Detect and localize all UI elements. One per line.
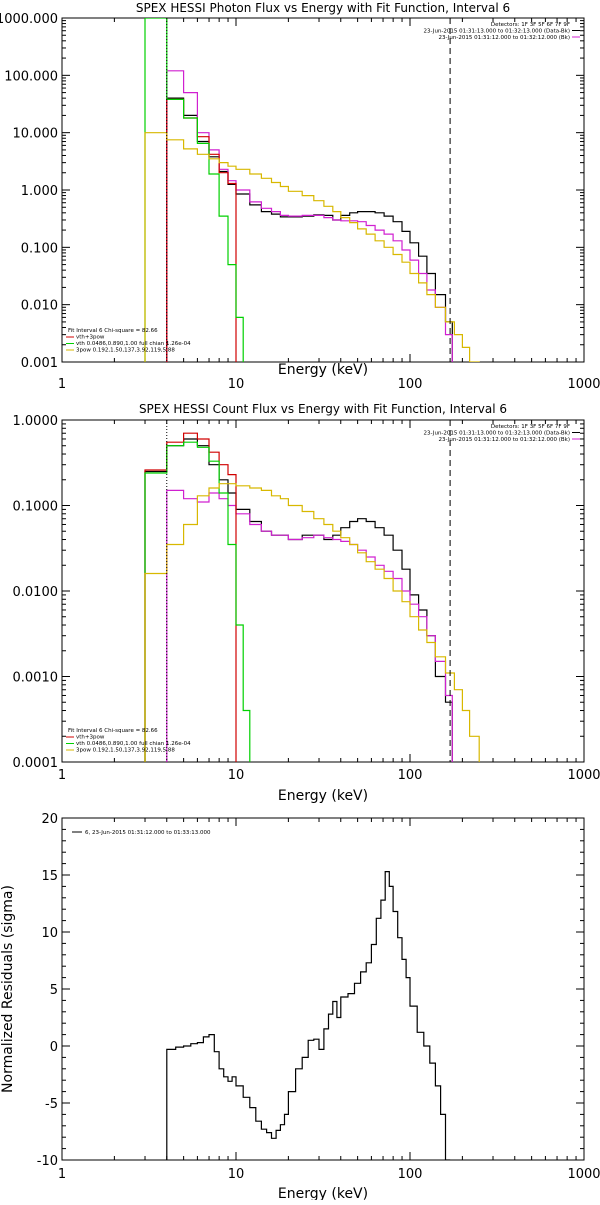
series-6-23-jun-2015-01-31-12-000-to-01-33-13-000 bbox=[167, 872, 450, 1160]
y-tick-label: 0 bbox=[50, 1040, 58, 1055]
series-23-jun-2015-01-31-12-000-to-01-32-12-000-bk- bbox=[167, 71, 453, 382]
x-tick-label: 100 bbox=[398, 1167, 423, 1182]
legend-entry: 3pow 0.192,1.50,137,3.92,119,5.88 bbox=[76, 748, 175, 754]
series-23-jun-2015-01-31-13-000-to-01-32-13-000-data-bk- bbox=[145, 439, 452, 782]
legend-entry: Detectors: 1F 3F 5F 6F 7F 9F bbox=[491, 424, 570, 430]
chart-panel-2: 1 10 100 1000 0.0001 0.0010 0.0100 0.1000 1.0000… bbox=[13, 402, 600, 804]
series-3pow bbox=[145, 133, 479, 382]
series-vth-3pow bbox=[145, 433, 236, 782]
chart-title: SPEX HESSI Count Flux vs Energy with Fit… bbox=[139, 402, 507, 416]
y-tick-label: 1.000 bbox=[21, 184, 58, 199]
y-tick-label: 1.0000 bbox=[13, 414, 59, 429]
y-tick-label: 20 bbox=[41, 812, 58, 827]
plot-area bbox=[145, 433, 479, 782]
x-tick-label: 10 bbox=[228, 377, 245, 392]
y-tick-label: 5 bbox=[50, 983, 58, 998]
chart-panel-1: 1 10 100 1000 0.001 0.010 0.100 1.000 10.000 100.… bbox=[0, 1, 600, 392]
legend-entry: 23-Jun-2015 01:31:13.000 to 01:32:13.000… bbox=[424, 29, 570, 35]
axes-frame bbox=[62, 18, 584, 362]
x-tick-label: 1 bbox=[58, 768, 66, 783]
y-tick-label: 10 bbox=[41, 926, 58, 941]
chart-title: SPEX HESSI Photon Flux vs Energy with Fi… bbox=[136, 1, 510, 15]
axes-frame bbox=[62, 420, 584, 762]
x-tick-label: 1000 bbox=[567, 1167, 600, 1182]
y-tick-label: 0.0100 bbox=[13, 585, 59, 600]
y-tick-label: -10 bbox=[37, 1154, 58, 1169]
y-tick-label: 0.010 bbox=[21, 299, 58, 314]
y-tick-label: 0.0001 bbox=[13, 756, 59, 771]
plot-area bbox=[167, 872, 450, 1160]
x-tick-label: 100 bbox=[398, 768, 423, 783]
legend-entry: 23-Jun-2015 01:31:13.000 to 01:32:13.000… bbox=[424, 431, 570, 437]
legend-entry: 6, 23-Jun-2015 01:31:12.000 to 01:33:13.… bbox=[85, 830, 211, 836]
legend-entry: vth+3pow bbox=[76, 335, 105, 341]
y-tick-label: -5 bbox=[45, 1097, 58, 1112]
chart-panel-3: 1 10 100 1000 -10 -5 0 5 10 15 20 Energy (keV) Norma… bbox=[0, 812, 600, 1200]
series-23-jun-2015-01-31-12-000-to-01-32-12-000-bk- bbox=[167, 490, 453, 782]
x-tick-label: 1000 bbox=[567, 377, 600, 392]
series-3pow bbox=[145, 484, 479, 782]
x-axis-label: Energy (keV) bbox=[278, 1186, 368, 1200]
x-tick-label: 1 bbox=[58, 1167, 66, 1182]
x-tick-label: 10 bbox=[228, 768, 245, 783]
y-tick-label: 1000.000 bbox=[0, 12, 58, 27]
legend-entry: vth 0.0486,0.890,1.00 full chian 1.26e-0… bbox=[76, 741, 191, 747]
y-tick-label: 0.1000 bbox=[13, 500, 59, 515]
series-vth bbox=[145, 18, 250, 382]
y-tick-label: 100.000 bbox=[4, 69, 58, 84]
x-tick-label: 100 bbox=[398, 377, 423, 392]
legend-entry: 23-Jun-2015 01:31:12.000 to 01:32:12.000… bbox=[438, 35, 570, 41]
y-tick-label: 0.001 bbox=[21, 356, 58, 371]
x-tick-label: 1 bbox=[58, 377, 66, 392]
y-tick-label: 0.100 bbox=[21, 241, 58, 256]
legend-entry: 3pow 0.192,1.50,137,3.92,119,5.88 bbox=[76, 348, 175, 354]
legend-entry: vth 0.0486,0.890,1.00 full chian 1.26e-0… bbox=[76, 341, 191, 347]
x-tick-label: 1000 bbox=[567, 768, 600, 783]
axes-frame bbox=[62, 818, 584, 1160]
x-axis-label: Energy (keV) bbox=[278, 788, 368, 804]
x-tick-label: 10 bbox=[228, 1167, 245, 1182]
y-tick-label: 15 bbox=[41, 869, 58, 884]
legend-entry: vth+3pow bbox=[76, 735, 105, 741]
series-23-jun-2015-01-31-13-000-to-01-32-13-000-data-bk- bbox=[167, 98, 453, 382]
legend-entry: Fit Interval 6 Chi-square = 82.66 bbox=[68, 728, 158, 734]
legend-entry: 23-Jun-2015 01:31:12.000 to 01:32:12.000… bbox=[438, 437, 570, 443]
x-axis-label: Energy (keV) bbox=[278, 362, 368, 378]
y-tick-label: 0.0010 bbox=[13, 671, 59, 686]
legend-entry: Fit Interval 6 Chi-square = 82.66 bbox=[68, 328, 158, 334]
plot-area bbox=[145, 18, 479, 382]
y-tick-label: 10.000 bbox=[13, 127, 59, 142]
legend-entry: Detectors: 1F 3F 5F 6F 7F 9F bbox=[491, 22, 570, 28]
y-axis-label: Normalized Residuals (sigma) bbox=[0, 885, 16, 1093]
